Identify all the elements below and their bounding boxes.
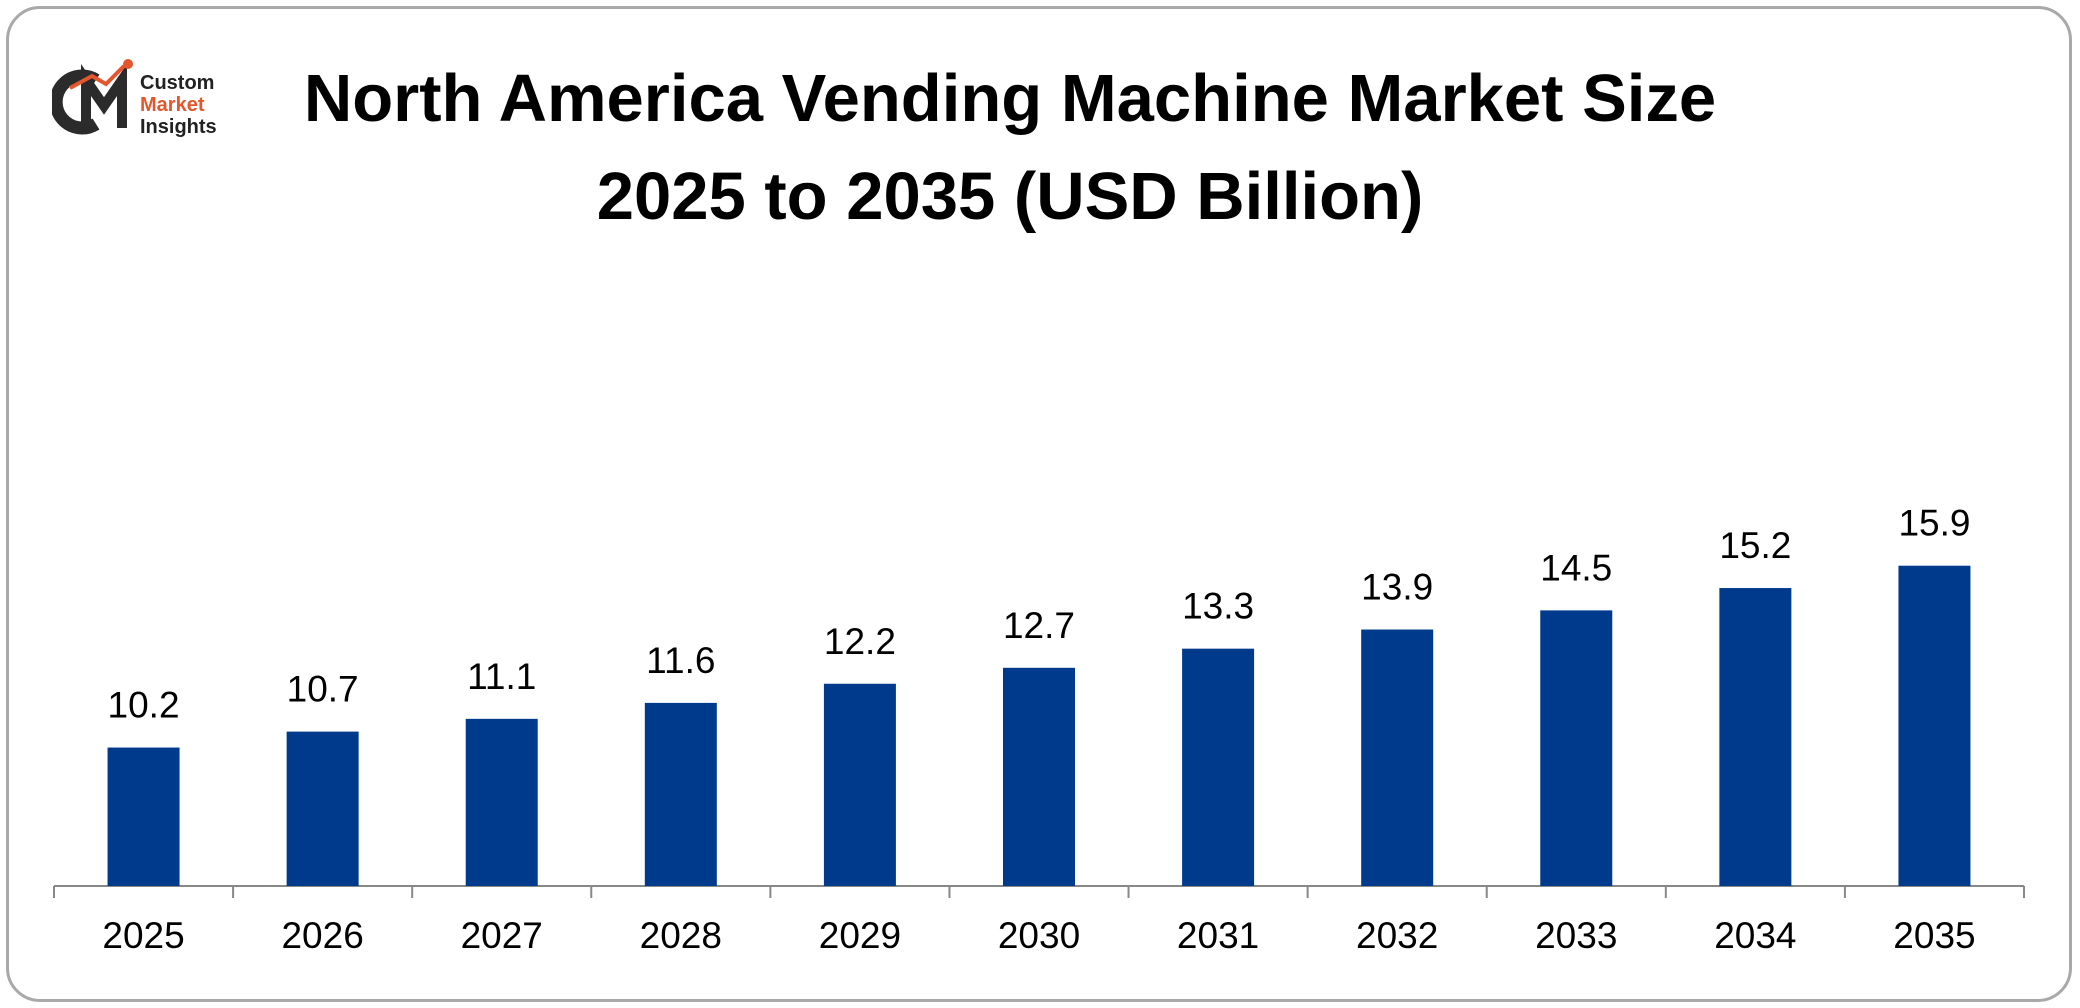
data-label-2029: 12.2 <box>824 621 896 662</box>
logo-line-2: Market <box>140 94 205 116</box>
bar-2031 <box>1182 648 1255 886</box>
x-tick-label-2032: 2032 <box>1356 915 1438 956</box>
bar-2034 <box>1719 588 1792 886</box>
data-label-2033: 14.5 <box>1540 547 1612 588</box>
bar-2027 <box>465 718 538 886</box>
bar-2033 <box>1540 610 1613 886</box>
x-tick-label-2026: 2026 <box>281 915 363 956</box>
data-label-2027: 11.1 <box>467 656 536 697</box>
company-logo: Custom Market Insights <box>49 58 242 142</box>
logo-line-1: Custom <box>140 72 215 94</box>
x-tick-label-2035: 2035 <box>1893 915 1975 956</box>
data-label-2025: 10.2 <box>108 685 180 726</box>
logo-wordmark: Custom Market Insights <box>140 72 217 138</box>
bar-2035 <box>1898 565 1971 886</box>
x-tick-label-2031: 2031 <box>1177 915 1259 956</box>
chart-title-block: North America Vending Machine Market Siz… <box>240 50 1780 246</box>
logo-line-3: Insights <box>140 116 217 138</box>
bar-2025 <box>107 747 180 886</box>
bar-2028 <box>644 702 717 886</box>
data-label-2034: 15.2 <box>1719 525 1791 566</box>
bar-2029 <box>823 683 896 886</box>
x-tick-label-2029: 2029 <box>819 915 901 956</box>
x-tick-label-2027: 2027 <box>461 915 543 956</box>
x-tick-label-2034: 2034 <box>1714 915 1796 956</box>
data-label-2026: 10.7 <box>287 669 359 710</box>
x-tick-label-2025: 2025 <box>102 915 184 956</box>
data-label-2032: 13.9 <box>1361 567 1433 608</box>
bar-2026 <box>286 731 359 886</box>
chart-subtitle: 2025 to 2035 (USD Billion) <box>596 159 1424 234</box>
x-tick-label-2028: 2028 <box>640 915 722 956</box>
x-tick-label-2030: 2030 <box>998 915 1080 956</box>
x-tick-label-2033: 2033 <box>1535 915 1617 956</box>
data-label-2028: 11.6 <box>646 640 715 681</box>
bar-2030 <box>1003 667 1075 886</box>
data-label-2030: 12.7 <box>1003 605 1075 646</box>
chart-title: North America Vending Machine Market Siz… <box>303 61 1717 136</box>
cmi-logo-icon <box>49 59 133 135</box>
data-label-2031: 13.3 <box>1182 586 1254 627</box>
bar-2032 <box>1361 629 1434 886</box>
data-label-2035: 15.9 <box>1898 503 1970 544</box>
